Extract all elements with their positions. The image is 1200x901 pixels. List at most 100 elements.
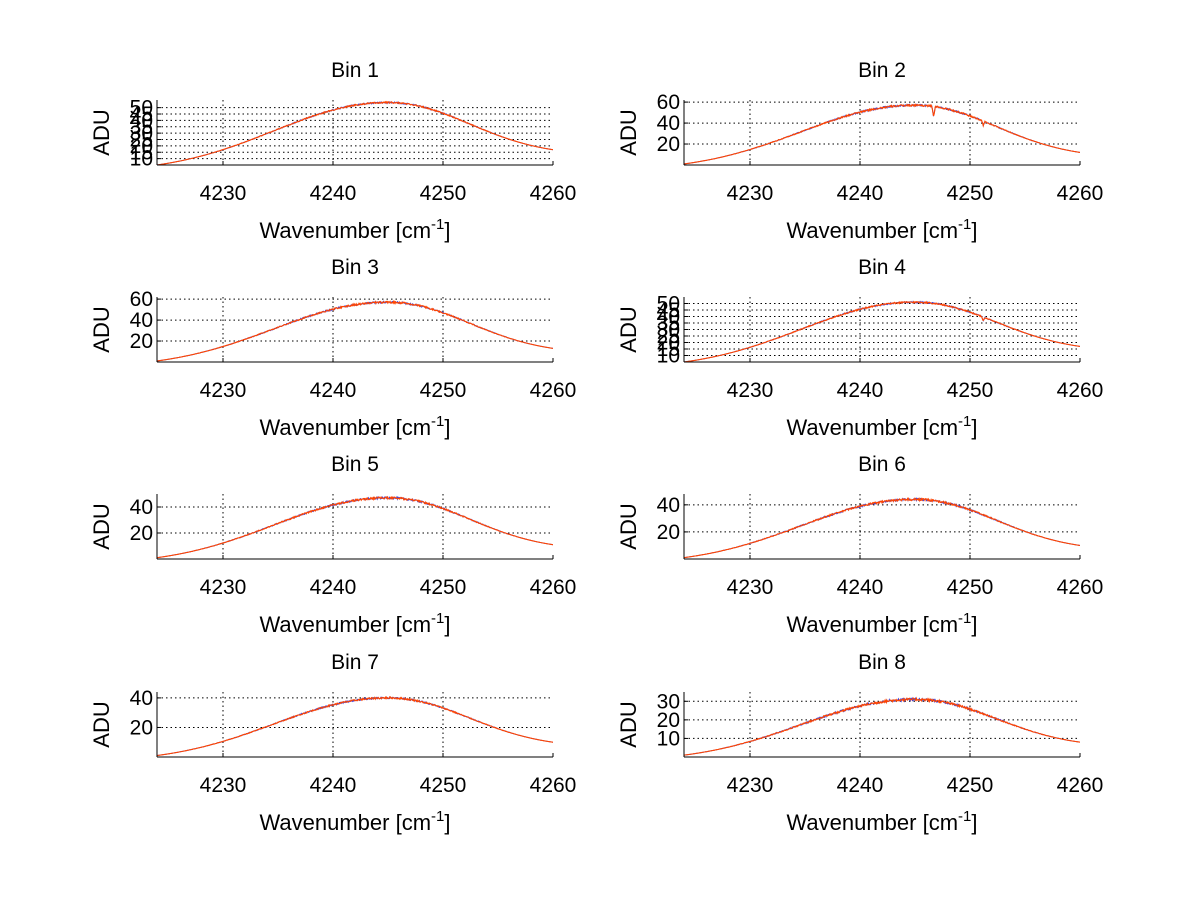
x-axis-label-main: Wavenumber [cm: [259, 415, 431, 440]
x-axis-label-exponent: -1: [431, 610, 444, 627]
y-tick-label: 20: [657, 332, 680, 355]
x-axis-label-main: Wavenumber [cm: [259, 612, 431, 637]
chart-title: Bin 8: [858, 651, 906, 674]
y-tick-label: 30: [130, 122, 153, 145]
y-tick-label: 10: [657, 345, 680, 368]
y-tick-label: 40: [130, 309, 153, 332]
x-tick-label: 4250: [947, 576, 994, 599]
y-tick-label: 20: [657, 521, 680, 544]
y-tick-label: 60: [657, 91, 680, 114]
x-tick-label: 4260: [530, 774, 577, 797]
series-line-main: [684, 300, 1080, 362]
x-axis-label-end: ]: [444, 810, 450, 835]
x-tick-label: 4240: [310, 182, 357, 205]
x-axis-label: Wavenumber [cm-1]: [259, 413, 450, 440]
y-axis-label: ADU: [616, 701, 641, 747]
y-tick-label: 40: [130, 109, 153, 132]
x-axis-label-end: ]: [971, 415, 977, 440]
x-tick-label: 4230: [727, 379, 774, 402]
x-axis-label-exponent: -1: [958, 216, 971, 233]
x-tick-label: 4240: [310, 774, 357, 797]
y-tick-label: 30: [657, 690, 680, 713]
x-tick-label: 4250: [420, 182, 467, 205]
x-axis-label-main: Wavenumber [cm: [259, 218, 431, 243]
y-tick-label: 45: [130, 103, 153, 126]
x-tick-label: 4240: [837, 182, 884, 205]
x-tick-label: 4240: [837, 379, 884, 402]
y-axis-label: ADU: [89, 306, 114, 352]
y-tick-label: 40: [657, 494, 680, 517]
x-tick-label: 4250: [420, 774, 467, 797]
x-axis-label: Wavenumber [cm-1]: [786, 216, 977, 243]
x-axis-label-end: ]: [444, 218, 450, 243]
y-tick-label: 20: [130, 135, 153, 158]
x-axis-label: Wavenumber [cm-1]: [786, 413, 977, 440]
series-line-main: [684, 103, 1080, 165]
x-axis-label-end: ]: [444, 612, 450, 637]
x-tick-label: 4230: [200, 774, 247, 797]
series-line-main: [157, 100, 553, 165]
subplot-bin-6: 4230 4240 4250 4260 20 40 Bin 6 Wavenumber [cm-…: [616, 453, 1103, 637]
x-tick-label: 4240: [310, 379, 357, 402]
y-tick-label: 35: [657, 312, 680, 335]
y-tick-label: 40: [130, 687, 153, 710]
x-tick-label: 4260: [530, 379, 577, 402]
x-tick-label: 4250: [947, 774, 994, 797]
series-line-secondary: [157, 495, 553, 559]
series-line-main: [684, 696, 1080, 756]
y-tick-label: 40: [657, 112, 680, 135]
y-axis-label: ADU: [89, 701, 114, 747]
y-tick-label: 10: [657, 727, 680, 750]
y-tick-label: 20: [130, 716, 153, 739]
x-tick-label: 4240: [837, 774, 884, 797]
x-tick-label: 4230: [727, 182, 774, 205]
x-tick-label: 4230: [727, 576, 774, 599]
x-axis-label-exponent: -1: [958, 413, 971, 430]
chart-title: Bin 6: [858, 453, 906, 476]
series-line-main: [684, 496, 1080, 559]
chart-title: Bin 5: [331, 453, 379, 476]
y-tick-label: 45: [657, 299, 680, 322]
chart-title: Bin 1: [331, 59, 379, 82]
y-tick-label: 15: [657, 338, 680, 361]
series-line-secondary: [157, 696, 553, 757]
series-line-main: [157, 495, 553, 559]
x-tick-label: 4250: [947, 379, 994, 402]
subplot-bin-7: 4230 4240 4250 4260 20 40 Bin 7 Wavenumber [cm-…: [89, 651, 576, 835]
x-tick-label: 4250: [420, 379, 467, 402]
y-axis-label: ADU: [89, 109, 114, 155]
series-line-secondary: [157, 300, 553, 362]
y-tick-label: 40: [657, 306, 680, 329]
y-tick-label: 35: [130, 116, 153, 139]
y-axis-label: ADU: [616, 306, 641, 352]
series-line-secondary: [684, 103, 1080, 165]
chart-title: Bin 3: [331, 256, 379, 279]
series-line-secondary: [684, 696, 1080, 756]
x-axis-label-main: Wavenumber [cm: [786, 415, 958, 440]
x-axis-label-end: ]: [971, 612, 977, 637]
x-axis-label-exponent: -1: [431, 216, 444, 233]
x-axis-label: Wavenumber [cm-1]: [786, 610, 977, 637]
series-line-main: [157, 299, 553, 362]
x-axis-label-end: ]: [444, 415, 450, 440]
x-axis-label-exponent: -1: [431, 413, 444, 430]
x-tick-label: 4260: [530, 576, 577, 599]
x-tick-label: 4240: [837, 576, 884, 599]
y-axis-label: ADU: [616, 503, 641, 549]
x-axis-label: Wavenumber [cm-1]: [786, 808, 977, 835]
y-tick-label: 20: [130, 522, 153, 545]
y-axis-label: ADU: [616, 109, 641, 155]
x-tick-label: 4230: [200, 379, 247, 402]
x-axis-label: Wavenumber [cm-1]: [259, 216, 450, 243]
x-axis-label: Wavenumber [cm-1]: [259, 610, 450, 637]
y-tick-label: 15: [130, 141, 153, 164]
x-axis-label-end: ]: [971, 218, 977, 243]
x-axis-label: Wavenumber [cm-1]: [259, 808, 450, 835]
chart-title: Bin 4: [858, 256, 906, 279]
x-axis-label-exponent: -1: [958, 610, 971, 627]
y-axis-label: ADU: [89, 503, 114, 549]
